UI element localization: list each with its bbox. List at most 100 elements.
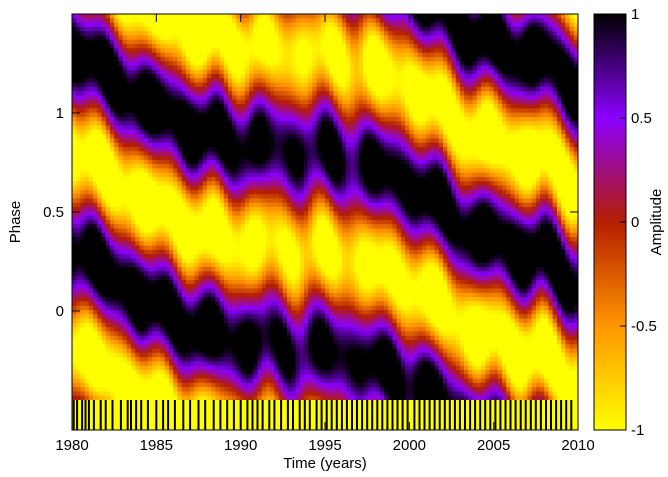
heatmap-cell	[131, 194, 136, 200]
heatmap-cell	[160, 48, 166, 54]
heatmap-cell	[228, 292, 233, 298]
heatmap-cell	[206, 189, 212, 195]
heatmap-cell	[190, 271, 195, 277]
heatmap-cell	[135, 271, 141, 277]
heatmap-cell	[223, 314, 229, 320]
heatmap-cell	[114, 99, 119, 105]
heatmap-cell	[223, 194, 229, 200]
heatmap-cell	[232, 387, 238, 393]
heatmap-cell	[126, 82, 132, 88]
heatmap-cell	[164, 322, 170, 328]
heatmap-cell	[236, 86, 242, 92]
heatmap-cell	[265, 198, 271, 204]
heatmap-cell	[118, 99, 124, 105]
heatmap-cell	[249, 176, 254, 182]
heatmap-cell	[291, 262, 297, 268]
heatmap-cell	[122, 86, 128, 92]
heatmap-cell	[97, 78, 103, 84]
heatmap-cell	[160, 61, 166, 67]
heatmap-cell	[190, 159, 195, 165]
heatmap-cell	[164, 91, 170, 97]
heatmap-cell	[236, 69, 242, 75]
heatmap-cell	[219, 99, 225, 105]
heatmap-cell	[244, 26, 250, 32]
heatmap-cell	[72, 52, 77, 58]
heatmap-cell	[76, 168, 82, 174]
heatmap-cell	[202, 279, 208, 285]
heatmap-cell	[282, 301, 288, 307]
heatmap-cell	[147, 391, 153, 397]
heatmap-cell	[236, 374, 242, 380]
heatmap-cell	[223, 74, 229, 79]
heatmap-cell	[139, 129, 145, 135]
heatmap-cell	[139, 357, 145, 362]
heatmap-cell	[126, 121, 132, 127]
heatmap-cell	[164, 82, 170, 88]
heatmap-cell	[299, 14, 305, 19]
heatmap-cell	[131, 271, 136, 277]
heatmap-cell	[114, 327, 119, 332]
heatmap-cell	[152, 104, 157, 109]
heatmap-cell	[88, 65, 94, 71]
heatmap-cell	[168, 194, 174, 200]
heatmap-cell	[185, 344, 191, 350]
heatmap-cell	[211, 219, 216, 225]
heatmap-cell	[274, 258, 280, 264]
heatmap-cell	[270, 202, 275, 208]
heatmap-cell	[76, 387, 82, 393]
heatmap-cell	[236, 74, 242, 79]
heatmap-cell	[270, 211, 275, 217]
heatmap-cell	[232, 284, 238, 290]
heatmap-cell	[185, 181, 191, 187]
heatmap-cell	[257, 314, 263, 320]
heatmap-cell	[118, 31, 124, 37]
heatmap-cell	[147, 382, 153, 388]
heatmap-cell	[232, 357, 238, 362]
heatmap-cell	[198, 78, 204, 84]
heatmap-cell	[114, 155, 119, 161]
heatmap-cell	[282, 22, 288, 28]
heatmap-cell	[282, 344, 288, 350]
heatmap-cell	[215, 198, 221, 204]
heatmap-cell	[164, 74, 170, 79]
heatmap-cell	[295, 159, 301, 165]
heatmap-cell	[228, 245, 233, 251]
heatmap-cell	[190, 344, 195, 350]
heatmap-cell	[270, 339, 275, 345]
heatmap-cell	[274, 121, 280, 127]
heatmap-cell	[219, 142, 225, 148]
heatmap-cell	[303, 74, 309, 79]
heatmap-cell	[156, 348, 162, 354]
heatmap-cell	[244, 395, 250, 401]
heatmap-cell	[84, 211, 90, 217]
heatmap-cell	[240, 219, 246, 225]
heatmap-cell	[295, 202, 301, 208]
heatmap-cell	[114, 301, 119, 307]
heatmap-cell	[287, 125, 292, 131]
heatmap-cell	[228, 116, 233, 122]
heatmap-cell	[118, 18, 124, 24]
heatmap-cell	[232, 258, 238, 264]
heatmap-cell	[265, 151, 271, 157]
heatmap-cell	[109, 262, 115, 268]
heatmap-cell	[253, 181, 259, 187]
heatmap-cell	[249, 142, 254, 148]
heatmap-cell	[101, 369, 107, 375]
heatmap-cell	[228, 318, 233, 324]
heatmap-cell	[139, 279, 145, 285]
heatmap-cell	[211, 138, 216, 144]
heatmap-cell	[80, 176, 86, 182]
heatmap-cell	[190, 86, 195, 92]
heatmap-cell	[122, 112, 128, 118]
heatmap-cell	[198, 387, 204, 393]
heatmap-cell	[97, 335, 103, 341]
heatmap-cell	[105, 314, 111, 320]
heatmap-cell	[240, 104, 246, 109]
heatmap-cell	[228, 254, 233, 260]
heatmap-cell	[278, 198, 284, 204]
heatmap-cell	[287, 31, 292, 37]
heatmap-cell	[118, 65, 124, 71]
heatmap-cell	[173, 275, 179, 281]
heatmap-cell	[228, 284, 233, 290]
